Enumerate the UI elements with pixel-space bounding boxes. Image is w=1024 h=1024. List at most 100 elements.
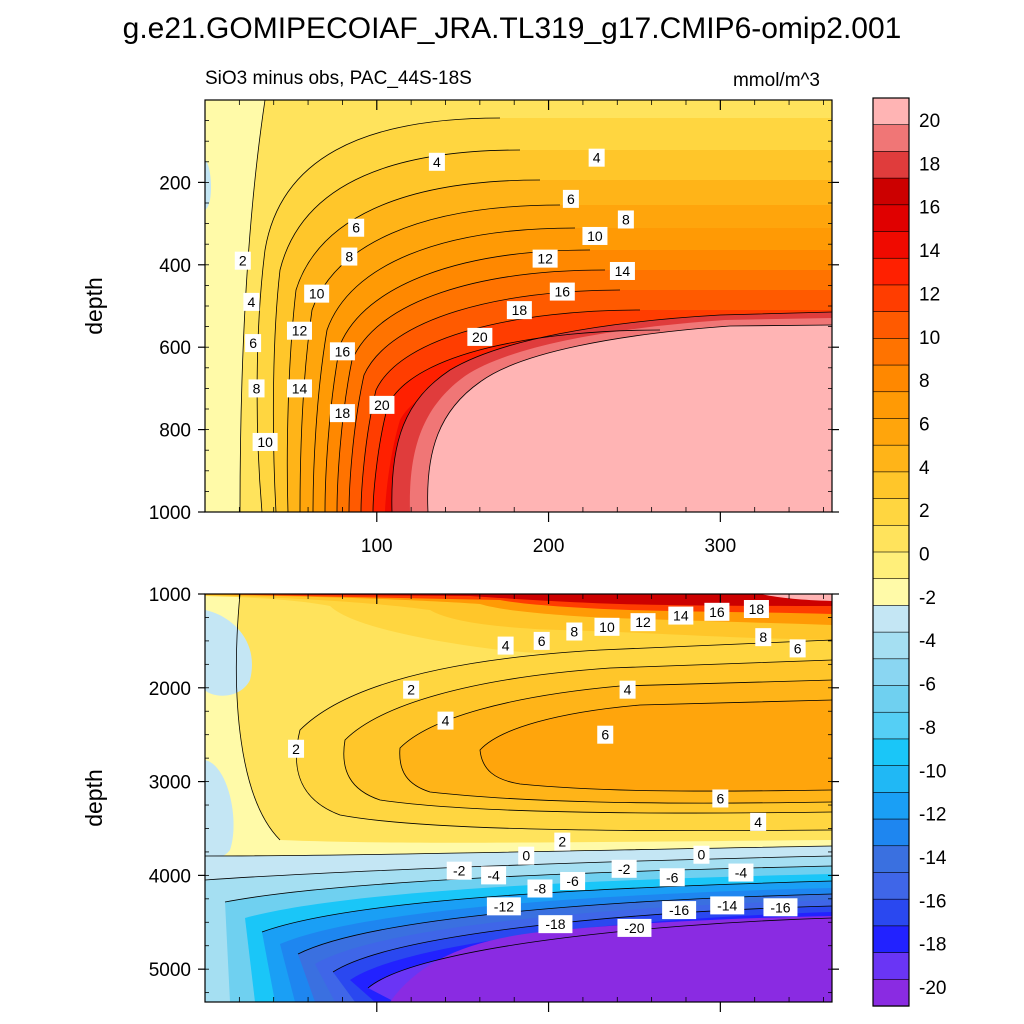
contour-label: 0 [693,845,710,864]
colorbar-tick-label: 0 [919,545,930,566]
lower-y-axis-label: depth [81,769,107,827]
contour-label-text: 2 [558,834,566,850]
y-tick-label: 1000 [149,585,191,606]
upper-y-axis-label: depth [81,277,107,335]
colorbar-swatch [872,177,910,206]
contour-label: -14 [710,896,745,915]
contour-label-text: 6 [794,640,802,656]
colorbar-tick-label: -18 [919,935,946,956]
contour-label: 10 [582,226,608,245]
contour-label-text: 6 [538,633,546,649]
y-tick-label: 4000 [149,866,191,887]
contour-label-text: 6 [352,220,360,236]
contour-label-text: 2 [407,682,415,698]
contour-label-text: -18 [545,916,565,932]
contour-label: -6 [659,868,685,887]
colorbar-swatch [872,151,910,179]
contour-label: -6 [560,872,586,891]
colorbar-tick-label: 2 [919,501,930,522]
contour-label: 6 [597,725,614,744]
y-tick-label: 2000 [149,679,191,700]
contour-label-text: -20 [624,920,644,936]
colorbar-tick-label: -12 [919,805,946,826]
contour-label-text: 6 [716,790,724,806]
figure-title: g.e21.GOMIPECOIAF_JRA.TL319_g17.CMIP6-om… [123,12,902,45]
contour-label: 18 [743,600,769,619]
contour-label-text: 6 [249,335,257,351]
contour-label: 4 [428,152,445,171]
contour-label: 8 [755,628,772,647]
colorbar-swatch [872,551,910,580]
contour-label: 6 [245,334,262,353]
contour-label: 14 [609,261,635,280]
colorbar-swatch [872,338,910,366]
contour-label: 10 [252,432,278,451]
contour-label-text: 20 [374,397,390,413]
y-tick-label: 3000 [149,773,191,794]
colorbar-tick-label: -20 [919,978,946,999]
y-tick-label: 200 [159,173,191,194]
contour-label-text: 10 [587,228,603,244]
colorbar-tick-label: 16 [919,198,940,219]
colorbar-swatch [872,872,910,900]
contour-label: 2 [234,251,251,270]
colorbar-swatch [872,818,910,847]
y-tick-label: 600 [159,338,191,359]
contour-label-text: 0 [698,847,706,863]
colorbar-tick-label: -16 [919,891,946,912]
contour-label-text: 10 [599,619,615,635]
contour-label-text: 18 [749,601,765,617]
contour-label: 16 [549,282,575,301]
contour-label: -4 [481,866,507,885]
colorbar-tick-label: 18 [919,154,940,175]
contour-label-text: -2 [618,861,631,877]
contour-label-text: -6 [566,873,579,889]
contour-label-text: 16 [335,343,351,359]
y-tick-label: 5000 [149,960,191,981]
contour-label: 6 [712,789,729,808]
contour-label: 8 [566,622,583,641]
contour-label-text: 14 [615,263,631,279]
contour-label: -2 [611,859,637,878]
contour-label: 2 [403,680,420,699]
contour-label: 6 [348,218,365,237]
contour-label: 14 [286,379,312,398]
contour-label-text: -8 [534,881,547,897]
colorbar-swatch [872,738,910,767]
colorbar-tick-label: 10 [919,328,940,349]
contour-label: -16 [662,901,697,920]
colorbar-swatch [872,605,910,633]
contour-label-text: -2 [453,863,466,879]
colorbar-tick-label: -14 [919,848,947,869]
contour-label-text: 2 [292,741,300,757]
y-tick-label: 400 [159,256,191,277]
colorbar-swatch [872,471,910,500]
colorbar: 20181614121086420-2-4-6-8-10-12-14-16-18… [872,97,947,1007]
colorbar-tick-label: -2 [919,588,936,609]
colorbar-tick-label: 14 [919,241,941,262]
colorbar-swatch [872,578,910,607]
colorbar-tick-label: 12 [919,284,940,305]
contour-label-text: -4 [487,867,500,883]
upper-contour-fill [205,100,832,512]
contour-label-text: 4 [247,294,255,310]
contour-label-text: -14 [717,897,737,913]
colorbar-swatch [872,364,910,393]
upper-panel-title-left: SiO3 minus obs, PAC_44S-18S [205,68,472,89]
contour-label-text: -12 [494,898,514,914]
colorbar-swatch [872,925,910,954]
contour-label: -8 [527,879,553,898]
colorbar-swatch [872,391,910,420]
colorbar-swatch [872,711,910,740]
contour-label: 4 [619,680,636,699]
contour-label: 8 [341,247,358,266]
colorbar-swatch [872,311,910,339]
contour-label-text: 14 [292,380,308,396]
contour-label: -4 [728,863,754,882]
contour-label-text: 16 [555,284,571,300]
contour-label-text: 4 [442,713,450,729]
contour-label: 6 [789,639,806,658]
lower-contour-labels: 4 6 8 10 12 14 16 18 8 6 2 4 4 2 6 6 4 2 0 0 -2 -4 -8 -6 -2 -6 -4 -… [288,600,806,937]
contour-label: 6 [533,631,550,650]
